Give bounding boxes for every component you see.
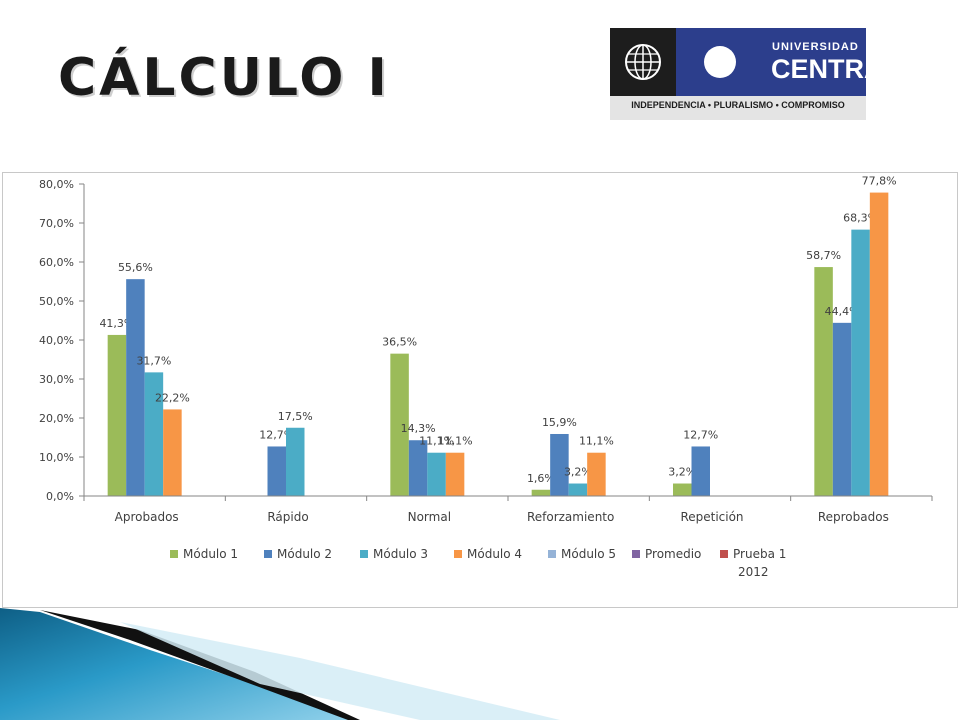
bar-3 xyxy=(568,483,588,496)
x-tick-label: Aprobados xyxy=(115,510,179,524)
bar-1 xyxy=(531,489,551,496)
data-label: 22,2% xyxy=(155,391,190,404)
y-tick-label: 10,0% xyxy=(39,451,74,464)
bar-4 xyxy=(587,452,606,496)
bar-4 xyxy=(163,409,182,496)
x-tick-label: Repetición xyxy=(680,510,743,524)
y-tick-label: 30,0% xyxy=(39,373,74,386)
data-label: 3,2% xyxy=(668,466,696,479)
corner-swoosh-decoration xyxy=(0,608,560,720)
bar-2 xyxy=(832,322,852,496)
circle-icon xyxy=(704,46,736,78)
bar-3 xyxy=(851,229,870,496)
globe-seal-icon xyxy=(610,28,676,96)
y-tick-label: 40,0% xyxy=(39,334,74,347)
legend-label: Módulo 2 xyxy=(277,547,332,561)
data-label: 11,1% xyxy=(579,435,614,448)
legend-swatch xyxy=(632,550,640,558)
bar-1 xyxy=(673,483,692,496)
y-tick-label: 60,0% xyxy=(39,256,74,269)
data-label: 12,7% xyxy=(683,428,718,441)
bar-4 xyxy=(869,192,889,496)
x-tick-label: Rápido xyxy=(267,510,308,524)
chart-frame: 0,0% 10,0% 20,0% 30,0% 40,0% 50,0% 60,0% 70,0% 8… xyxy=(2,172,958,608)
logo-line2: CENTRAL xyxy=(771,54,900,84)
legend-label: Módulo 4 xyxy=(467,547,522,561)
bar-2 xyxy=(408,440,428,496)
logo-wordmark: UNIVERSIDAD CENTRAL xyxy=(764,28,900,96)
bar-2 xyxy=(126,279,145,496)
bar-1 xyxy=(107,334,127,496)
bar-4 xyxy=(445,452,465,496)
data-label: 77,8% xyxy=(862,175,897,188)
data-label: 44,4% xyxy=(825,305,860,318)
legend-swatch xyxy=(170,550,178,558)
y-tick-label: 50,0% xyxy=(39,295,74,308)
bar-1 xyxy=(814,267,833,496)
data-label: 1,6% xyxy=(527,472,555,485)
legend-swatch xyxy=(720,550,728,558)
data-label: 3,2% xyxy=(564,466,592,479)
legend-swatch xyxy=(454,550,462,558)
bar-2 xyxy=(550,433,569,496)
data-label: 17,5% xyxy=(278,410,313,423)
data-label: 12,7% xyxy=(259,428,294,441)
bar-chart: 0,0% 10,0% 20,0% 30,0% 40,0% 50,0% 60,0% 70,0% 8… xyxy=(2,172,958,608)
legend-label: Módulo 1 xyxy=(183,547,238,561)
legend-label: Módulo 5 xyxy=(561,547,616,561)
y-tick-label: 80,0% xyxy=(39,178,74,191)
data-label: 15,9% xyxy=(542,416,577,429)
y-tick-label: 0,0% xyxy=(46,490,74,503)
data-label: 36,5% xyxy=(382,336,417,349)
legend-swatch xyxy=(548,550,556,558)
data-label: 11,1% xyxy=(419,435,454,448)
y-tick-label: 70,0% xyxy=(39,217,74,230)
legend-label: Promedio xyxy=(645,547,701,561)
legend-label: Prueba 1 xyxy=(733,547,786,561)
data-label: 68,3% xyxy=(843,212,878,225)
x-tick-label: Reprobados xyxy=(818,510,889,524)
legend-swatch xyxy=(360,550,368,558)
bar-3 xyxy=(286,427,305,496)
bar-2 xyxy=(691,446,710,496)
logo-motto: INDEPENDENCIA • PLURALISMO • COMPROMISO xyxy=(631,100,845,110)
logo-emblem xyxy=(676,28,764,96)
legend-swatch xyxy=(264,550,272,558)
y-tick-label: 20,0% xyxy=(39,412,74,425)
data-label: 31,7% xyxy=(136,354,171,367)
data-label: 41,3% xyxy=(99,317,134,330)
data-label: 55,6% xyxy=(118,261,153,274)
data-label: 14,3% xyxy=(401,422,436,435)
bar-3 xyxy=(144,372,164,496)
x-tick-label: Normal xyxy=(408,510,451,524)
legend-label: Módulo 3 xyxy=(373,547,428,561)
bar-1 xyxy=(390,353,409,496)
university-logo: UNIVERSIDAD CENTRAL INDEPENDENCIA • PLUR… xyxy=(610,28,900,120)
bar-3 xyxy=(427,452,446,496)
legend-label-cont: 2012 xyxy=(738,565,769,579)
data-label: 58,7% xyxy=(806,249,841,262)
logo-line1: UNIVERSIDAD xyxy=(772,41,859,53)
x-tick-label: Reforzamiento xyxy=(527,510,614,524)
slide-title: CÁLCULO I xyxy=(58,48,390,108)
bar-2 xyxy=(267,446,286,496)
data-label: 11,1% xyxy=(438,435,473,448)
